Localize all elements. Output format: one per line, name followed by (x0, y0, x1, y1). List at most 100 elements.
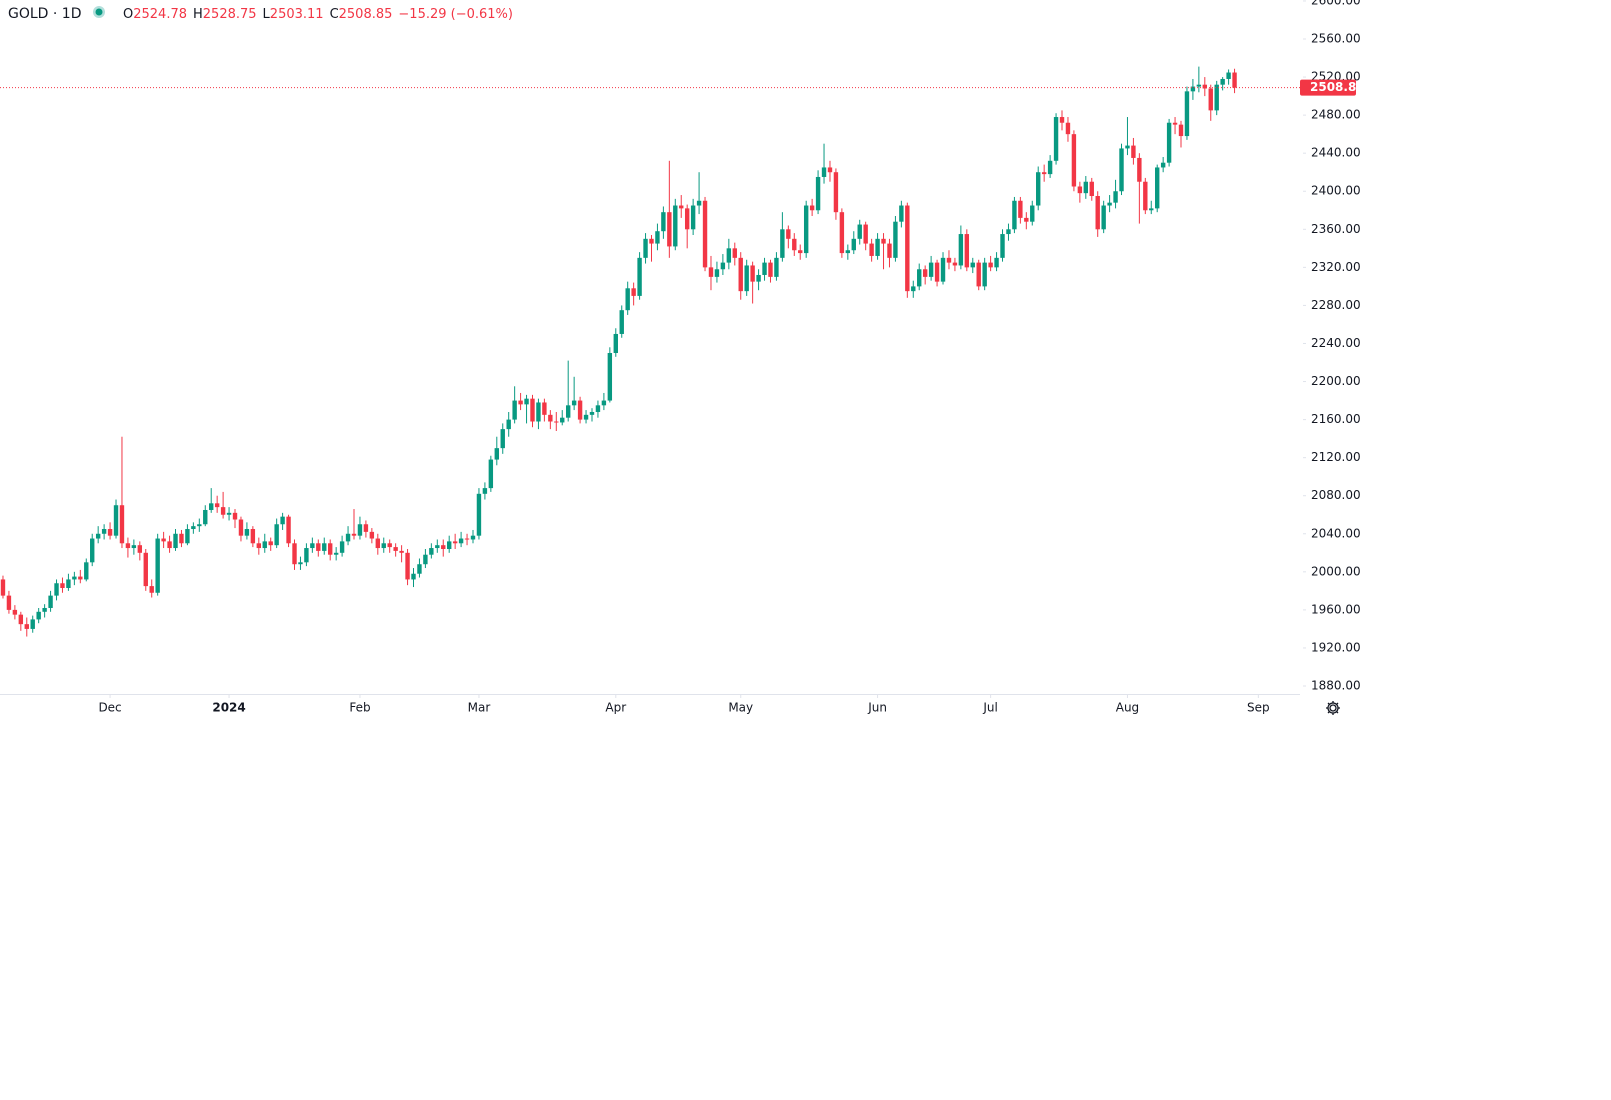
candle-body (798, 250, 803, 254)
candle-body (209, 503, 214, 510)
candle-body (375, 538, 381, 549)
candle-body (292, 543, 297, 565)
candle-body (36, 611, 41, 620)
candle-body (48, 595, 53, 608)
candle-body (1107, 202, 1112, 206)
ohlc-value: 2524.78 (133, 7, 187, 22)
candle-body (66, 579, 71, 589)
ohlc-label: H (193, 7, 203, 22)
candle-body (476, 493, 482, 536)
candle-body (774, 257, 779, 277)
candle-body (881, 238, 886, 244)
candle-body (131, 545, 137, 549)
y-tick-label: 2440.00 (1311, 146, 1361, 160)
candle-body (988, 262, 993, 268)
candle-body (482, 488, 488, 494)
candle-body (1131, 145, 1136, 158)
candle-body (946, 257, 952, 263)
candle-body (1000, 234, 1005, 258)
ohlc-value: 2508.85 (339, 7, 393, 22)
candle-body (6, 595, 12, 610)
candle-body (262, 541, 267, 549)
candle-body (762, 262, 767, 275)
candle-body (1006, 229, 1011, 235)
candle-body (435, 545, 440, 549)
candle-body (274, 524, 279, 546)
candle-body (232, 512, 238, 520)
candle-body (351, 533, 357, 536)
candle-body (1214, 84, 1219, 111)
candle-body (161, 538, 166, 542)
candle-body (690, 205, 696, 230)
candle-body (1101, 205, 1106, 230)
candle-body (857, 224, 862, 239)
candle-body (399, 550, 404, 553)
candle-body (863, 224, 868, 244)
candle-body (173, 533, 178, 549)
candle-body (631, 288, 636, 296)
candle-body (821, 167, 827, 177)
candle-body (595, 405, 601, 412)
ohlc-values: O2524.78 H2528.75 L2503.11 C2508.85 −15.29 (… (123, 7, 513, 22)
candle-body (667, 212, 672, 247)
candle-body (869, 243, 874, 256)
candle-body (328, 543, 333, 555)
candle-body (750, 265, 755, 282)
candle-body (607, 352, 613, 401)
candle-body (1196, 84, 1202, 87)
candle-body (934, 262, 940, 282)
y-tick-label: 2200.00 (1311, 374, 1361, 388)
candle-body (125, 543, 131, 549)
candle-body (423, 554, 428, 565)
candle-body (601, 400, 607, 406)
candle-body (982, 262, 987, 287)
candle-body (107, 529, 113, 536)
candle-body (0, 579, 6, 596)
candle-body (696, 200, 702, 206)
y-tick-label: 2040.00 (1311, 526, 1361, 540)
candle-body (203, 509, 208, 525)
candle-body (684, 208, 690, 230)
x-tick-label: Apr (605, 701, 626, 715)
candle-body (786, 229, 791, 239)
ohlc-legend: O2524.78 H2528.75 L2503.11 C2508.85 −15.29 (… (123, 7, 513, 22)
candle-body (744, 265, 749, 292)
candle-body (649, 238, 654, 244)
candle-body (298, 562, 303, 565)
y-tick-label: 1920.00 (1311, 640, 1361, 654)
candle-body (488, 459, 494, 489)
candle-body (452, 541, 458, 544)
plot: 1880.00 1920.00 1960.00 2000.00 2040.00 2080.… (0, 0, 1361, 715)
candle-body (30, 619, 35, 629)
candle-body (1184, 91, 1190, 137)
candle-body (512, 400, 517, 420)
settings-icon[interactable] (1326, 701, 1340, 715)
candle-body (1178, 124, 1184, 137)
candle-body (792, 238, 797, 251)
candle-body (1143, 181, 1148, 211)
candle-body (958, 234, 964, 266)
candle-body (732, 248, 737, 258)
status-dot (95, 8, 103, 16)
candle-body (78, 576, 83, 580)
candle-body (387, 543, 392, 548)
candle-body (446, 541, 452, 549)
candle-body (214, 503, 220, 508)
candle-body (381, 543, 386, 549)
candle-body (167, 541, 172, 549)
y-tick-label: 2600.00 (1311, 0, 1361, 7)
ohlc-value: 2503.11 (270, 7, 324, 22)
candle-body (191, 526, 196, 530)
candle-body (518, 400, 523, 405)
candle-body (322, 543, 327, 551)
candle-body (1190, 86, 1196, 92)
candle-body (72, 576, 77, 580)
candle-body (976, 262, 981, 287)
candle-body (899, 205, 904, 222)
candle-body (143, 552, 148, 587)
candle-body (702, 200, 708, 268)
candle-body (316, 543, 321, 551)
candle-body (304, 548, 309, 563)
candle-body (494, 448, 499, 460)
